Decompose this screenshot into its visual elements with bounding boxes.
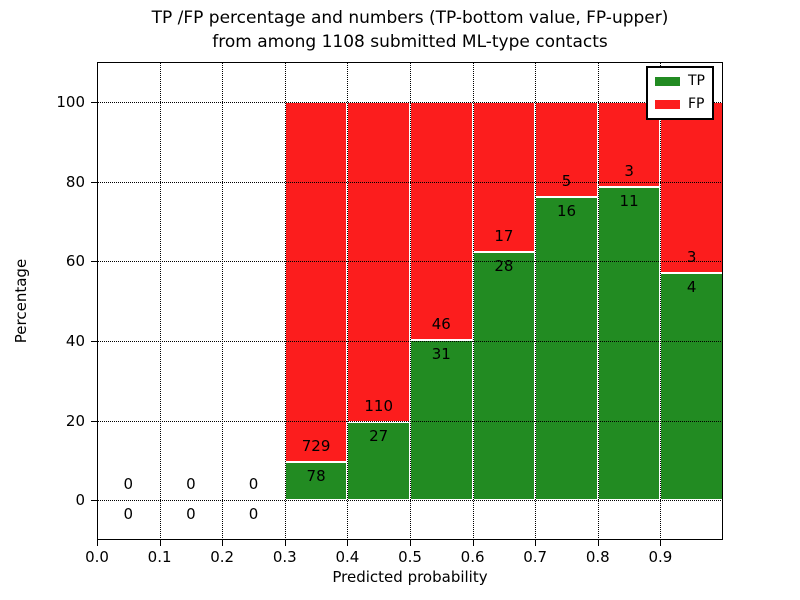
x-tick-label: 0.3 <box>272 548 297 566</box>
y-tick-mark <box>91 181 97 183</box>
x-tick-mark <box>284 540 286 546</box>
x-tick-label: 0.8 <box>585 548 610 566</box>
y-tick-label: 100 <box>56 92 85 111</box>
gridline-vertical <box>222 62 224 540</box>
tp-count-label: 4 <box>686 277 697 296</box>
gridline-vertical <box>410 62 411 540</box>
x-axis-label: Predicted probability <box>332 568 488 586</box>
gridline-vertical <box>597 62 599 540</box>
fp-count-label: 0 <box>123 475 134 494</box>
tp-count-label: 31 <box>431 344 451 363</box>
x-tick-mark <box>97 540 98 546</box>
x-tick-mark <box>159 540 161 546</box>
gridline-vertical <box>535 62 537 540</box>
bar-segment-fp <box>410 101 473 340</box>
gridline-vertical <box>472 62 474 540</box>
tp-count-label: 16 <box>556 201 577 220</box>
chart-title-line2: from among 1108 submitted ML-type contac… <box>212 32 608 52</box>
legend-entry-fp: FP <box>655 95 705 114</box>
y-tick-label: 0 <box>75 491 85 510</box>
chart-title-line1: TP /FP percentage and numbers (TP-bottom… <box>151 8 669 28</box>
x-tick-mark <box>472 540 474 546</box>
x-tick-mark <box>660 540 662 546</box>
x-tick-mark <box>535 540 537 546</box>
bar-segment-tp <box>597 187 661 501</box>
fp-count-label: 0 <box>186 475 196 494</box>
x-tick-label: 0.2 <box>210 548 235 566</box>
bar-segment-tp <box>410 339 473 501</box>
fp-count-label: 110 <box>364 396 393 415</box>
plot-area: 0 0 0 0 0 0 729 78 110 27 46 31 17 28 5 16 3 11 3 4 <box>97 62 723 540</box>
y-tick-mark <box>91 261 97 263</box>
chart-title: TP /FP percentage and numbers (TP-bottom… <box>97 6 723 54</box>
x-tick-mark <box>347 540 349 546</box>
y-tick-label: 80 <box>65 172 85 191</box>
x-tick-label: 0.5 <box>398 548 422 566</box>
bar-segment-tp <box>472 252 536 501</box>
fp-count-label: 17 <box>494 227 514 246</box>
gridline-vertical <box>284 62 286 540</box>
tp-count-label: 0 <box>248 505 259 524</box>
fp-count-label: 3 <box>686 247 697 266</box>
tp-count-label: 27 <box>369 426 389 445</box>
fp-count-label: 729 <box>301 436 331 455</box>
fp-count-label: 0 <box>248 475 259 494</box>
y-axis-label: Percentage <box>12 258 30 344</box>
gridline-vertical <box>159 62 161 540</box>
tp-count-label: 0 <box>123 505 134 524</box>
y-tick-mark <box>91 500 97 502</box>
legend-label-tp: TP <box>688 73 705 89</box>
bar-segment-fp <box>660 101 723 273</box>
tp-count-label: 0 <box>186 505 196 524</box>
y-tick-label: 20 <box>65 411 85 430</box>
y-tick-mark <box>91 340 97 342</box>
bar-segment-tp <box>660 272 723 501</box>
legend-label-fp: FP <box>688 96 705 112</box>
x-tick-label: 0.6 <box>460 548 485 566</box>
x-tick-mark <box>410 540 411 546</box>
legend-swatch-fp <box>655 100 680 109</box>
y-tick-label: 60 <box>65 252 85 271</box>
legend-swatch-tp <box>655 77 680 86</box>
legend-entry-tp: TP <box>655 72 705 91</box>
y-tick-label: 40 <box>65 331 85 350</box>
gridline-vertical <box>347 62 349 540</box>
fp-count-label: 46 <box>431 314 451 333</box>
x-tick-label: 0.7 <box>523 548 548 566</box>
x-tick-mark <box>597 540 599 546</box>
x-tick-mark <box>222 540 224 546</box>
fp-count-label: 3 <box>624 162 634 181</box>
gridline-vertical <box>660 62 662 540</box>
tp-count-label: 28 <box>494 257 514 276</box>
bar-segment-tp <box>535 196 598 501</box>
y-tick-mark <box>91 101 97 103</box>
bar-segment-fp <box>284 101 348 462</box>
x-tick-label: 0.0 <box>85 548 109 566</box>
tp-count-label: 78 <box>306 466 326 485</box>
fp-count-label: 5 <box>561 171 572 190</box>
tp-count-label: 11 <box>619 192 639 211</box>
x-tick-label: 0.1 <box>147 548 172 566</box>
x-tick-label: 0.9 <box>648 548 673 566</box>
x-tick-label: 0.4 <box>335 548 360 566</box>
y-tick-mark <box>91 420 97 422</box>
legend: TP FP <box>646 66 714 120</box>
